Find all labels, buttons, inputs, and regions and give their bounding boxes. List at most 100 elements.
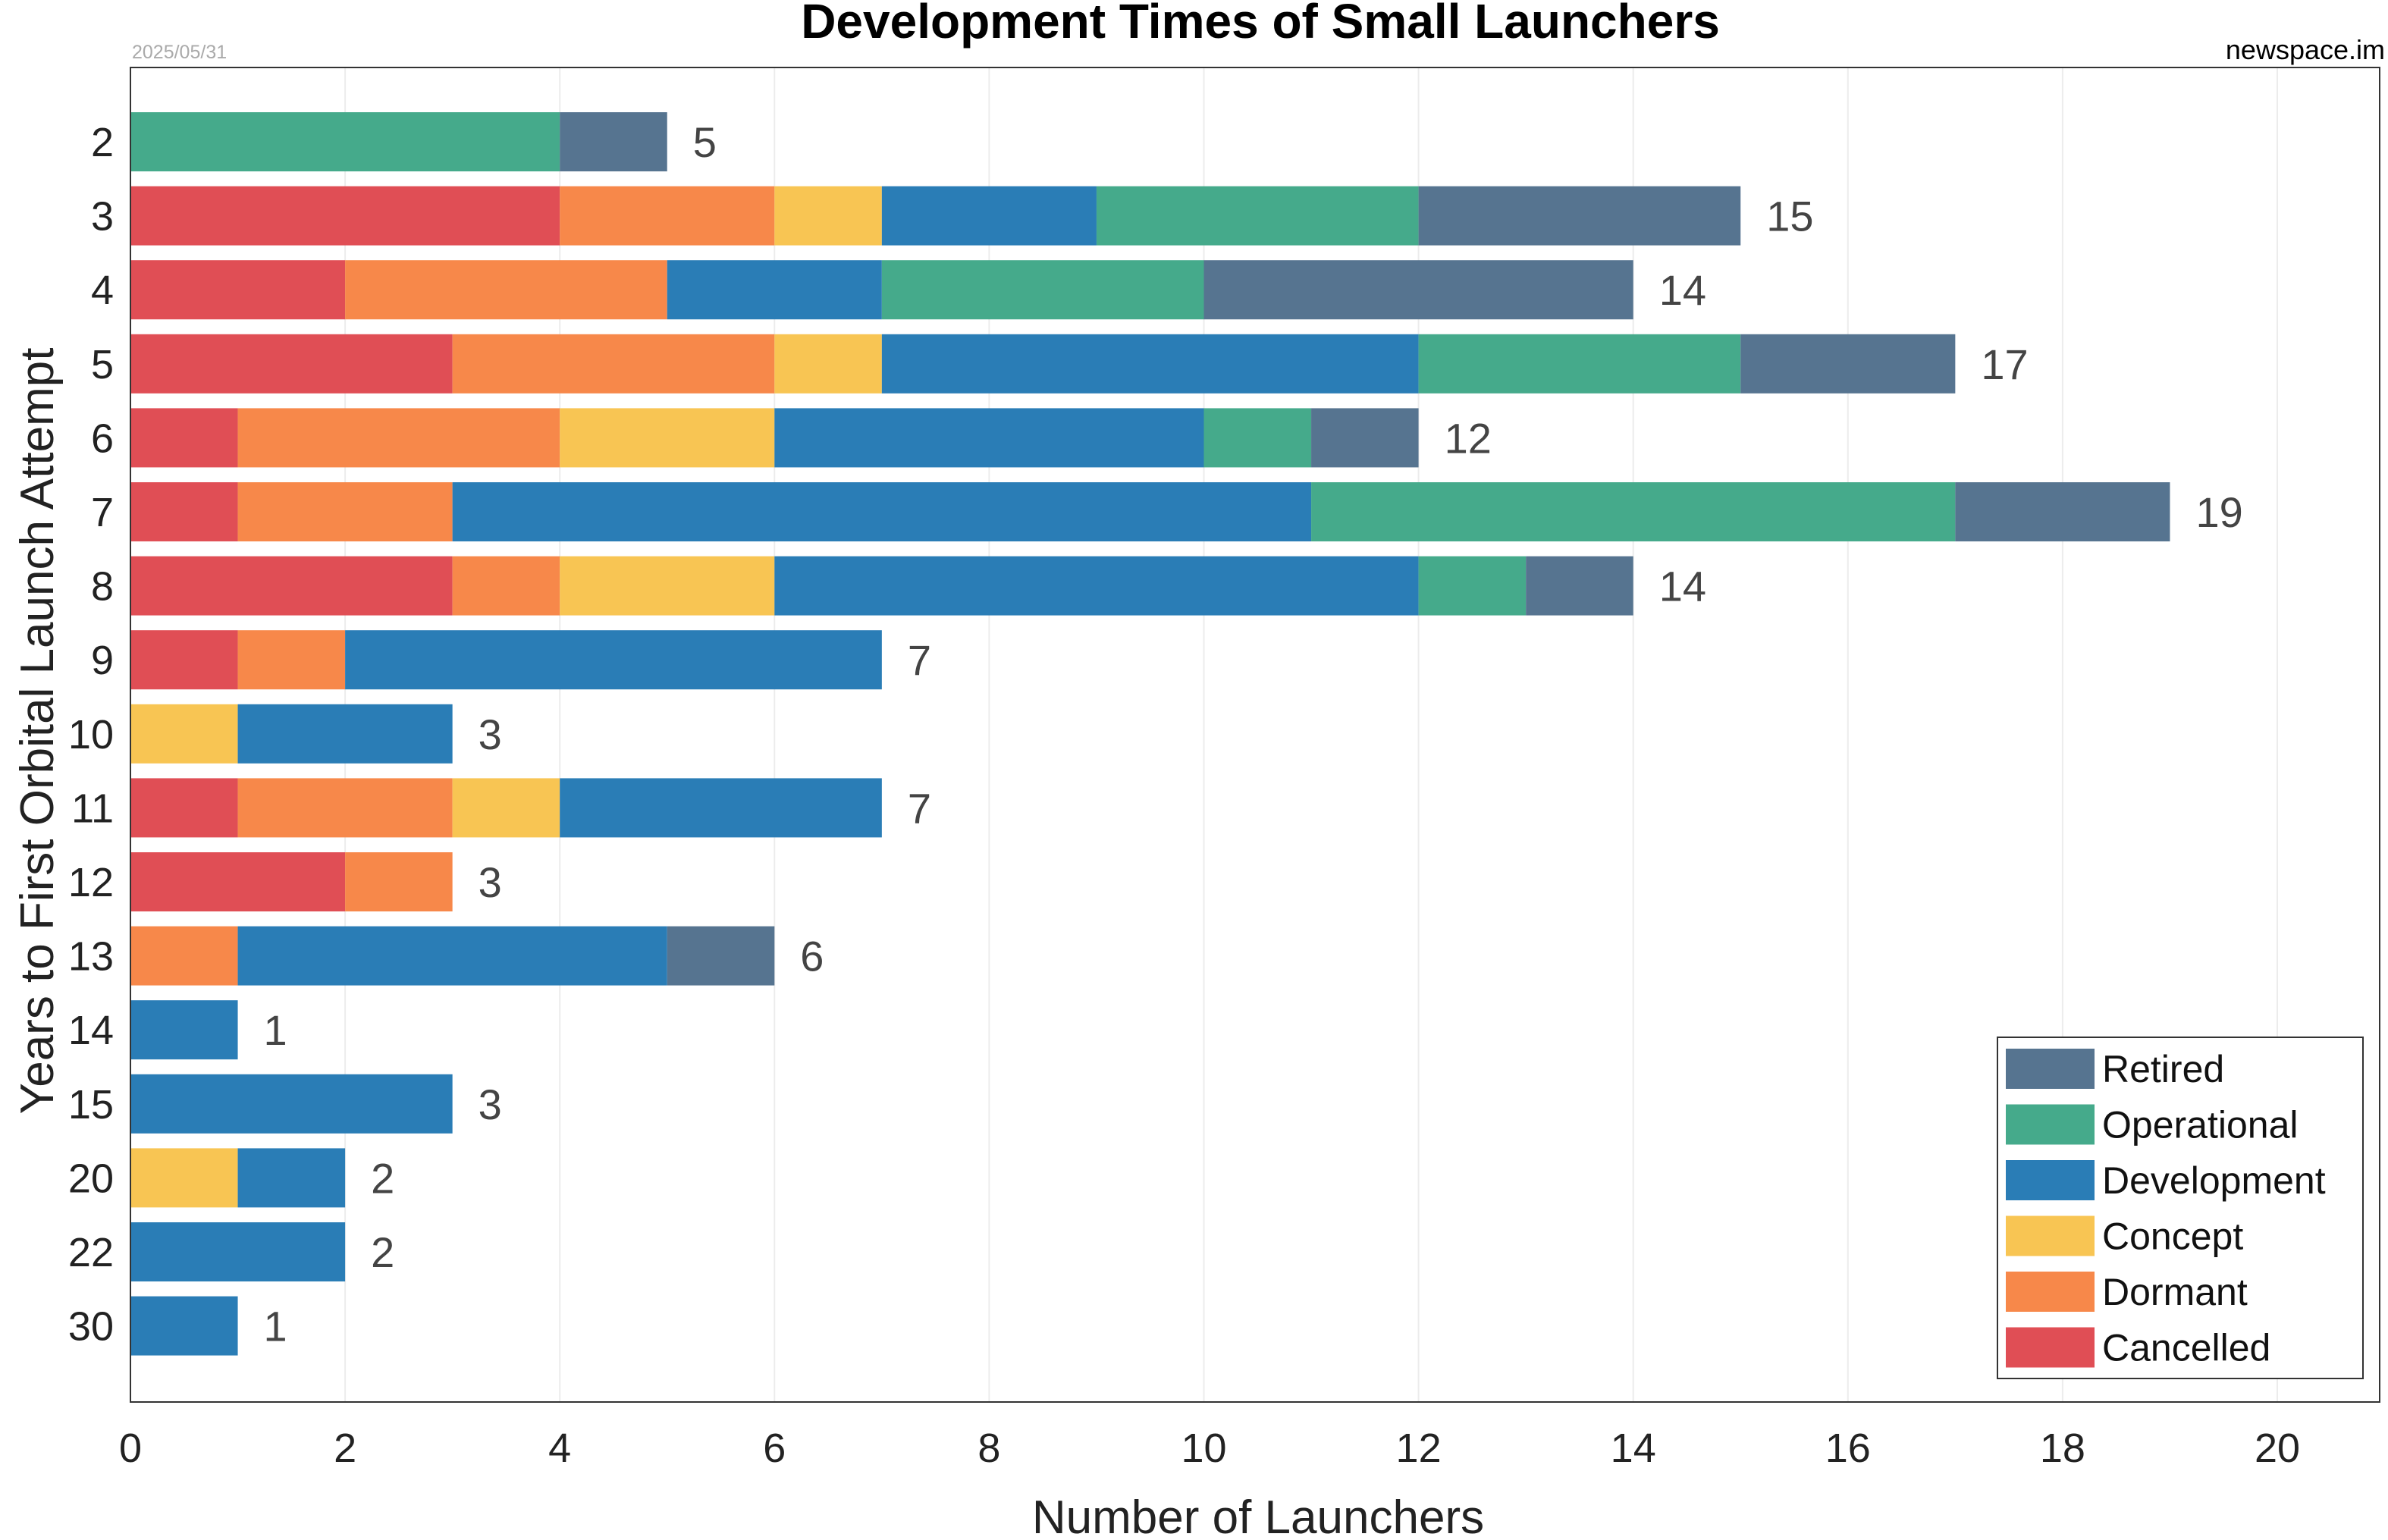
bar-segment-concept bbox=[130, 704, 238, 764]
legend-label-concept: Concept bbox=[2102, 1215, 2243, 1258]
bar-segment-development bbox=[237, 704, 453, 764]
legend-swatch-development bbox=[2006, 1160, 2095, 1200]
bar-total-label: 7 bbox=[908, 636, 931, 684]
bar-segment-concept bbox=[560, 556, 775, 616]
x-axis-title: Number of Launchers bbox=[1032, 1491, 1484, 1536]
bar-segment-dormant bbox=[237, 778, 453, 838]
x-axis-ticks: 0 2 4 6 8 10 12 14 16 18 20 bbox=[119, 1426, 2300, 1471]
bar-total-label: 2 bbox=[371, 1228, 394, 1276]
legend-swatch-concept bbox=[2006, 1215, 2095, 1256]
bar-segment-development bbox=[130, 1222, 346, 1281]
bar-segment-dormant bbox=[452, 556, 560, 616]
bar-segment-cancelled bbox=[130, 482, 238, 541]
bar-segment-operational bbox=[881, 260, 1204, 320]
y-category-label: 3 bbox=[91, 194, 114, 240]
x-tick-label: 12 bbox=[1396, 1426, 1442, 1471]
bar-segment-operational bbox=[1418, 334, 1741, 394]
y-category-label: 5 bbox=[91, 342, 114, 387]
bar-segment-development bbox=[774, 408, 1204, 468]
bar-segment-development bbox=[345, 630, 882, 690]
legend-label-retired: Retired bbox=[2102, 1048, 2224, 1090]
legend: Retired Operational Development Concept Dorm… bbox=[1997, 1037, 2364, 1379]
bar-segment-cancelled bbox=[130, 334, 453, 394]
bar-total-label: 5 bbox=[693, 118, 717, 166]
chart-date: 2025/05/31 bbox=[132, 42, 227, 63]
bar-segment-development bbox=[881, 186, 1097, 246]
bar-segment-cancelled bbox=[130, 556, 453, 616]
bar-total-label: 3 bbox=[479, 858, 502, 906]
bar-segment-dormant bbox=[345, 260, 667, 320]
bar-segment-operational bbox=[1418, 556, 1527, 616]
y-category-label: 13 bbox=[68, 934, 114, 980]
y-category-label: 12 bbox=[68, 860, 114, 905]
bar-segment-dormant bbox=[237, 482, 453, 541]
y-category-label: 30 bbox=[68, 1304, 114, 1350]
bar-segment-concept bbox=[774, 334, 882, 394]
y-category-label: 15 bbox=[68, 1082, 114, 1128]
bar-total-label: 6 bbox=[800, 933, 824, 980]
y-category-label: 7 bbox=[91, 490, 114, 535]
bar-segment-operational bbox=[1096, 186, 1419, 246]
x-tick-label: 18 bbox=[2040, 1426, 2085, 1471]
legend-swatch-operational bbox=[2006, 1104, 2095, 1145]
bar-segment-retired bbox=[1955, 482, 2170, 541]
legend-label-operational: Operational bbox=[2102, 1104, 2299, 1146]
bar-segment-cancelled bbox=[130, 260, 346, 320]
bar-segment-concept bbox=[452, 778, 560, 838]
bar-segment-retired bbox=[667, 926, 775, 986]
bar-segment-dormant bbox=[237, 630, 346, 690]
bar-segment-development bbox=[130, 1000, 238, 1060]
legend-swatch-retired bbox=[2006, 1049, 2095, 1089]
bar-segment-concept bbox=[774, 186, 882, 246]
bar-segment-development bbox=[237, 926, 667, 986]
bar-segment-retired bbox=[1203, 260, 1633, 320]
bar-segment-cancelled bbox=[130, 778, 238, 838]
x-tick-label: 20 bbox=[2255, 1426, 2300, 1471]
legend-label-development: Development bbox=[2102, 1159, 2326, 1202]
bar-total-label: 3 bbox=[479, 1081, 502, 1128]
chart-title: Development Times of Small Launchers bbox=[801, 0, 1720, 49]
y-category-label: 11 bbox=[71, 786, 114, 831]
bar-segment-dormant bbox=[452, 334, 775, 394]
bar-total-label: 14 bbox=[1659, 266, 1706, 314]
bar-segment-concept bbox=[560, 408, 775, 468]
bar-segment-retired bbox=[1311, 408, 1419, 468]
bar-totals: 5 15 14 17 12 19 14 7 3 7 3 6 1 3 2 2 1 bbox=[264, 118, 2243, 1350]
y-category-label: 2 bbox=[91, 120, 114, 165]
y-axis-title: Years to First Orbital Launch Attempt bbox=[11, 348, 64, 1115]
bar-segment-cancelled bbox=[130, 630, 238, 690]
bar-segment-cancelled bbox=[130, 186, 560, 246]
bar-segment-concept bbox=[130, 1148, 238, 1208]
bar-total-label: 17 bbox=[1981, 340, 2028, 388]
bar-segment-retired bbox=[1418, 186, 1741, 246]
bar-segment-operational bbox=[1311, 482, 1956, 541]
bars-group bbox=[130, 112, 2170, 1356]
x-tick-label: 2 bbox=[334, 1426, 356, 1471]
bar-total-label: 1 bbox=[264, 1006, 287, 1054]
bar-segment-retired bbox=[1526, 556, 1633, 616]
bar-segment-dormant bbox=[130, 926, 238, 986]
y-category-label: 20 bbox=[68, 1156, 114, 1201]
bar-segment-development bbox=[774, 556, 1419, 616]
bar-total-label: 14 bbox=[1659, 563, 1706, 610]
bar-total-label: 12 bbox=[1445, 414, 1492, 462]
y-category-label: 22 bbox=[68, 1230, 114, 1275]
y-category-label: 14 bbox=[68, 1008, 114, 1053]
bar-segment-development bbox=[237, 1148, 346, 1208]
bar-total-label: 15 bbox=[1766, 193, 1813, 240]
bar-segment-operational bbox=[130, 112, 560, 171]
x-tick-label: 16 bbox=[1825, 1426, 1871, 1471]
x-tick-label: 8 bbox=[977, 1426, 1000, 1471]
y-category-label: 6 bbox=[91, 416, 114, 461]
y-category-label: 4 bbox=[91, 268, 114, 313]
bar-segment-dormant bbox=[237, 408, 560, 468]
x-tick-label: 10 bbox=[1181, 1426, 1226, 1471]
bar-segment-dormant bbox=[345, 852, 453, 911]
bar-segment-development bbox=[130, 1074, 453, 1134]
legend-label-dormant: Dormant bbox=[2102, 1271, 2248, 1313]
bar-total-label: 2 bbox=[371, 1154, 394, 1202]
legend-swatch-dormant bbox=[2006, 1272, 2095, 1312]
bar-segment-development bbox=[881, 334, 1419, 394]
